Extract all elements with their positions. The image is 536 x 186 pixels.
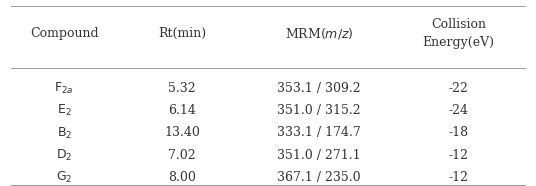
Text: $\mathrm{D}_{2}$: $\mathrm{D}_{2}$	[56, 148, 72, 163]
Text: 353.1 / 309.2: 353.1 / 309.2	[277, 82, 361, 95]
Text: 6.14: 6.14	[168, 104, 196, 117]
Text: $\mathrm{G}_{2}$: $\mathrm{G}_{2}$	[56, 170, 72, 185]
Text: MRM$\mathit{(m/z)}$: MRM$\mathit{(m/z)}$	[285, 26, 353, 41]
Text: $\mathrm{F}_{2a}$: $\mathrm{F}_{2a}$	[55, 81, 74, 96]
Text: 5.32: 5.32	[168, 82, 196, 95]
Text: Compound: Compound	[30, 27, 99, 40]
Text: -12: -12	[448, 149, 468, 162]
Text: 13.40: 13.40	[165, 126, 200, 140]
Text: 333.1 / 174.7: 333.1 / 174.7	[277, 126, 361, 140]
Text: $\mathrm{E}_{2}$: $\mathrm{E}_{2}$	[57, 103, 72, 118]
Text: -22: -22	[448, 82, 468, 95]
Text: $\mathrm{B}_{2}$: $\mathrm{B}_{2}$	[57, 125, 72, 141]
Text: -12: -12	[448, 171, 468, 184]
Text: -24: -24	[448, 104, 468, 117]
Text: Rt(min): Rt(min)	[158, 27, 206, 40]
Text: 7.02: 7.02	[168, 149, 196, 162]
Text: 351.0 / 271.1: 351.0 / 271.1	[277, 149, 361, 162]
Text: 351.0 / 315.2: 351.0 / 315.2	[277, 104, 361, 117]
Text: -18: -18	[448, 126, 468, 140]
Text: Collision
Energy(eV): Collision Energy(eV)	[422, 18, 494, 49]
Text: 367.1 / 235.0: 367.1 / 235.0	[277, 171, 361, 184]
Text: 8.00: 8.00	[168, 171, 196, 184]
